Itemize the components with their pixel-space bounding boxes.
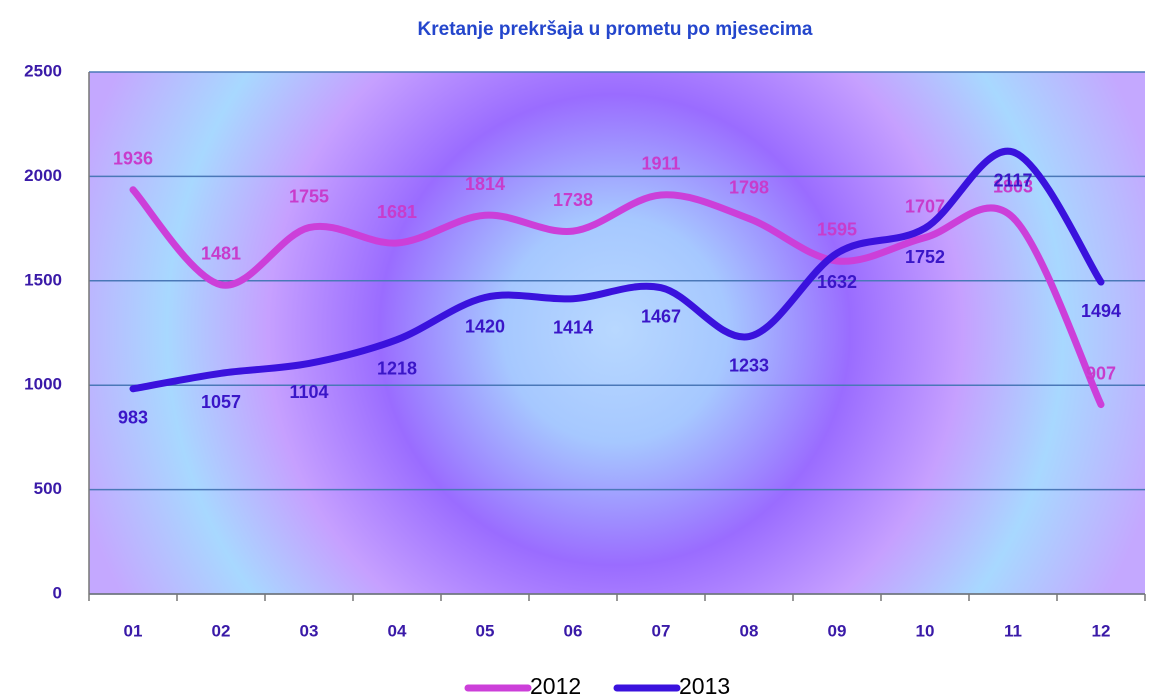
x-tick-label: 08 [740, 621, 759, 640]
data-label: 1481 [201, 244, 241, 264]
series-line [129, 186, 1105, 409]
x-tick-label: 01 [124, 621, 143, 640]
chart-title: Kretanje prekršaja u prometu po mjesecim… [418, 19, 813, 40]
data-label: 1632 [817, 272, 857, 292]
data-label: 1494 [1081, 301, 1121, 321]
data-label: 1057 [201, 392, 241, 412]
x-tick-label: 06 [564, 621, 583, 640]
data-label: 2117 [993, 171, 1032, 191]
data-label: 1911 [641, 154, 680, 174]
data-label: 1798 [729, 177, 769, 197]
legend-label: 2013 [679, 673, 730, 699]
x-tick-label: 05 [476, 621, 495, 640]
data-label: 1218 [377, 358, 417, 378]
data-label: 1803 [993, 176, 1033, 196]
x-tick-label: 04 [388, 621, 407, 640]
data-label: 1936 [113, 149, 153, 169]
x-tick-label: 03 [300, 621, 319, 640]
data-label: 983 [118, 407, 148, 427]
y-tick-label: 2500 [24, 61, 62, 80]
data-label: 1814 [465, 174, 505, 194]
data-label: 1467 [641, 306, 681, 326]
data-label: 1420 [465, 316, 505, 336]
data-label: 1707 [905, 196, 945, 216]
series-line [129, 147, 1105, 393]
x-tick-label: 11 [1004, 621, 1022, 640]
y-tick-label: 2000 [24, 166, 62, 185]
legend-label: 2012 [530, 673, 581, 699]
x-tick-label: 09 [828, 621, 847, 640]
data-label: 1755 [289, 186, 329, 206]
data-label: 1738 [553, 190, 593, 210]
data-label: 1104 [289, 382, 328, 402]
y-tick-label: 1000 [24, 375, 62, 394]
y-tick-label: 1500 [24, 270, 62, 289]
plot-area [89, 72, 1145, 594]
data-label: 1233 [729, 355, 769, 375]
x-tick-label: 12 [1092, 621, 1111, 640]
data-label: 1414 [553, 318, 593, 338]
x-tick-label: 10 [916, 621, 935, 640]
y-tick-label: 500 [34, 479, 62, 498]
y-tick-label: 0 [53, 583, 62, 602]
data-label: 1752 [905, 247, 945, 267]
data-label: 1681 [377, 202, 417, 222]
x-tick-label: 02 [212, 621, 231, 640]
data-label: 907 [1086, 363, 1116, 383]
x-tick-label: 07 [652, 621, 671, 640]
data-label: 1595 [817, 220, 857, 240]
